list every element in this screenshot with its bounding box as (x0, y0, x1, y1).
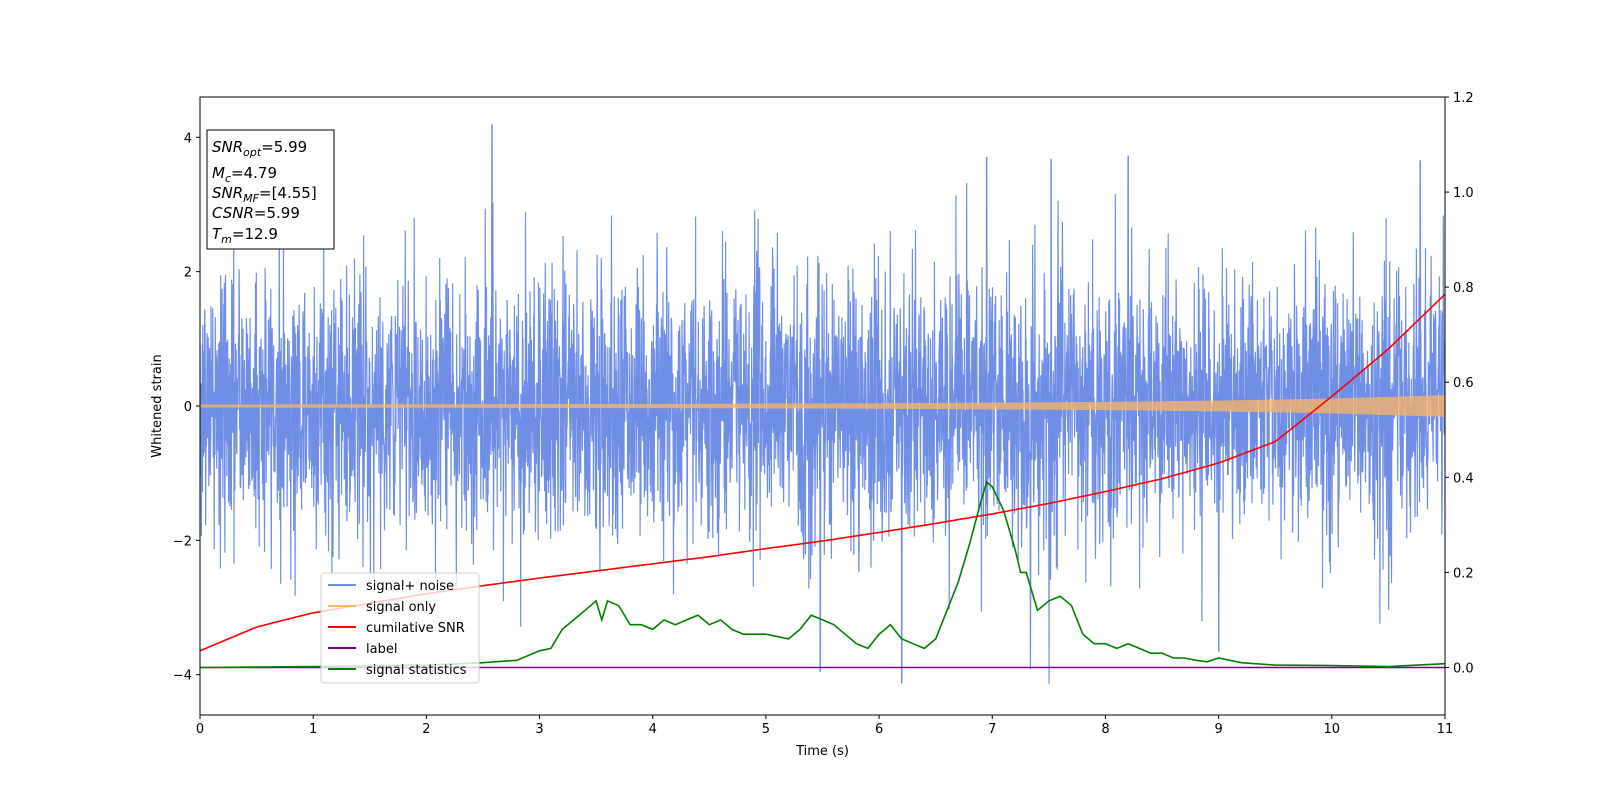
info-box: SNRopt=5.99 Mc=4.79 SNRMF=[4.55] CSNR=5.… (206, 129, 335, 250)
info-tm: Tm=12.9 (212, 225, 278, 246)
x-tick-label: 9 (1214, 722, 1222, 737)
y2-tick-label: 1.2 (1453, 91, 1474, 106)
y-tick-label: −2 (173, 534, 192, 549)
x-axis-ticks: 0 1 2 3 4 5 6 7 8 9 10 11 (196, 715, 1453, 737)
y-axis-label: Whitened strain (150, 354, 165, 457)
legend: signal+ noise signal only cumilative SNR… (320, 572, 480, 684)
y2-tick-label: 0.2 (1453, 566, 1474, 581)
x-tick-label: 5 (762, 722, 770, 737)
signal-statistics-line (199, 480, 1446, 669)
y2-tick-label: 0.8 (1453, 281, 1474, 296)
x-tick-label: 3 (535, 722, 543, 737)
y-axis-left-ticks: −4 −2 0 2 4 (173, 131, 200, 684)
x-tick-label: 7 (988, 722, 996, 737)
info-mc: Mc=4.79 (212, 164, 277, 185)
legend-label-cumulative-snr: cumilative SNR (366, 621, 465, 636)
x-tick-label: 6 (875, 722, 883, 737)
legend-label-label: label (366, 642, 397, 657)
y2-tick-label: 0.0 (1453, 661, 1474, 676)
y-tick-label: 4 (184, 131, 192, 146)
signal-plus-noise-line (199, 124, 1446, 684)
x-tick-label: 11 (1437, 722, 1454, 737)
x-tick-label: 2 (422, 722, 430, 737)
x-tick-label: 8 (1101, 722, 1109, 737)
legend-label-signal-only: signal only (366, 600, 436, 615)
y2-tick-label: 0.6 (1453, 376, 1474, 391)
signal-plus-noise-layer (199, 124, 1446, 684)
x-axis-label: Time (s) (795, 744, 849, 759)
x-tick-label: 10 (1324, 722, 1341, 737)
x-tick-label: 4 (649, 722, 657, 737)
y2-tick-label: 0.4 (1453, 471, 1474, 486)
info-csnr: CSNR=5.99 (212, 204, 300, 222)
y2-tick-label: 1.0 (1453, 186, 1474, 201)
signal-only-line (199, 395, 1446, 417)
y-tick-label: 0 (184, 400, 192, 415)
info-snr-mf: SNRMF=[4.55] (212, 184, 317, 205)
legend-label-signal-noise: signal+ noise (366, 579, 454, 594)
y-tick-label: −4 (173, 669, 192, 684)
y-axis-right-ticks: 0.0 0.2 0.4 0.6 0.8 1.0 1.2 (1445, 91, 1474, 676)
x-tick-label: 1 (309, 722, 317, 737)
signal-only-layer (199, 395, 1446, 417)
y-tick-label: 2 (184, 266, 192, 281)
info-snr-opt: SNRopt=5.99 (212, 138, 307, 159)
legend-label-signal-statistics: signal statistics (366, 663, 467, 678)
x-tick-label: 0 (196, 722, 204, 737)
